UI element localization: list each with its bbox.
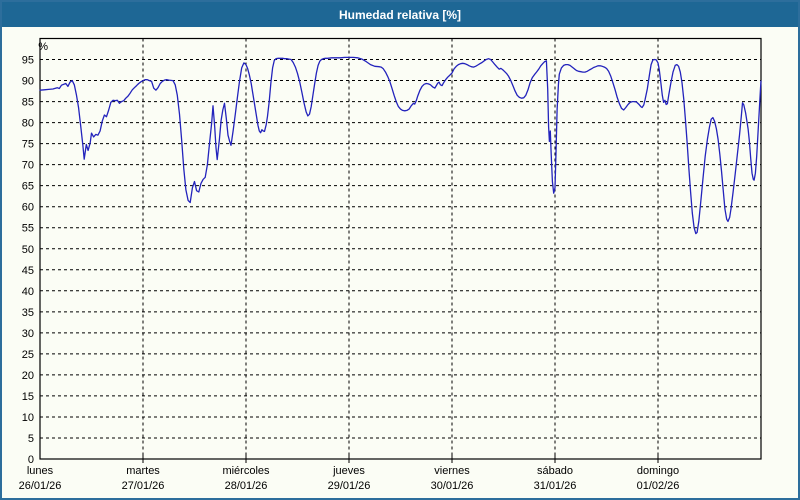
y-axis-unit-label: %: [38, 41, 48, 53]
y-gridlines: [40, 59, 761, 439]
day-name-label: jueves: [332, 465, 365, 477]
humidity-chart: 0 5 10 15 20 25 30 35 40 45 50 55 60 65 70 75 80 85 90 95% l…: [19, 37, 762, 492]
chart-area: 0 5 10 15 20 25 30 35 40 45 50 55 60 65 70 75 80 85 90 95% l…: [2, 27, 798, 498]
svg-text:15: 15: [22, 391, 34, 403]
title-bar: Humedad relativa [%]: [2, 2, 798, 27]
day-date-label: 31/01/26: [534, 480, 577, 492]
svg-text:55: 55: [22, 223, 34, 235]
day-date-label: 27/01/26: [122, 480, 165, 492]
day-name-label: lunes: [27, 465, 54, 477]
plot-frame: [39, 37, 762, 460]
svg-text:30: 30: [22, 328, 34, 340]
window-title: Humedad relativa [%]: [338, 7, 462, 22]
day-name-label: martes: [126, 465, 160, 477]
humidity-line: [39, 56, 762, 235]
svg-text:45: 45: [22, 265, 34, 277]
svg-text:50: 50: [22, 244, 34, 256]
day-date-label: 30/01/26: [431, 480, 474, 492]
y-axis-labels: 0 5 10 15 20 25 30 35 40 45 50 55 60 65 70 75 80 85 90 95: [22, 55, 34, 466]
day-gridlines: [142, 38, 659, 459]
day-date-label: 28/01/26: [225, 480, 268, 492]
svg-text:75: 75: [22, 139, 34, 151]
day-date-label: 29/01/26: [328, 480, 371, 492]
svg-text:5: 5: [28, 433, 34, 445]
svg-text:0: 0: [28, 454, 34, 466]
day-date-label: 26/01/26: [19, 480, 62, 492]
svg-text:20: 20: [22, 370, 34, 382]
svg-text:60: 60: [22, 202, 34, 214]
day-name-label: miércoles: [222, 465, 270, 477]
svg-text:70: 70: [22, 160, 34, 172]
day-date-label: 01/02/26: [637, 480, 680, 492]
svg-text:35: 35: [22, 307, 34, 319]
svg-text:90: 90: [22, 76, 34, 88]
svg-text:95: 95: [22, 55, 34, 67]
svg-text:10: 10: [22, 412, 34, 424]
x-axis-day-labels: lunes 26/01/26 martes 27/01/26 miércoles 28/0…: [19, 465, 680, 492]
day-name-label: domingo: [637, 465, 679, 477]
svg-text:25: 25: [22, 349, 34, 361]
axis-ticks: [142, 453, 659, 463]
day-name-label: viernes: [434, 465, 470, 477]
svg-text:80: 80: [22, 118, 34, 130]
svg-text:85: 85: [22, 97, 34, 109]
svg-text:65: 65: [22, 181, 34, 193]
day-name-label: sábado: [537, 465, 573, 477]
svg-text:40: 40: [22, 286, 34, 298]
